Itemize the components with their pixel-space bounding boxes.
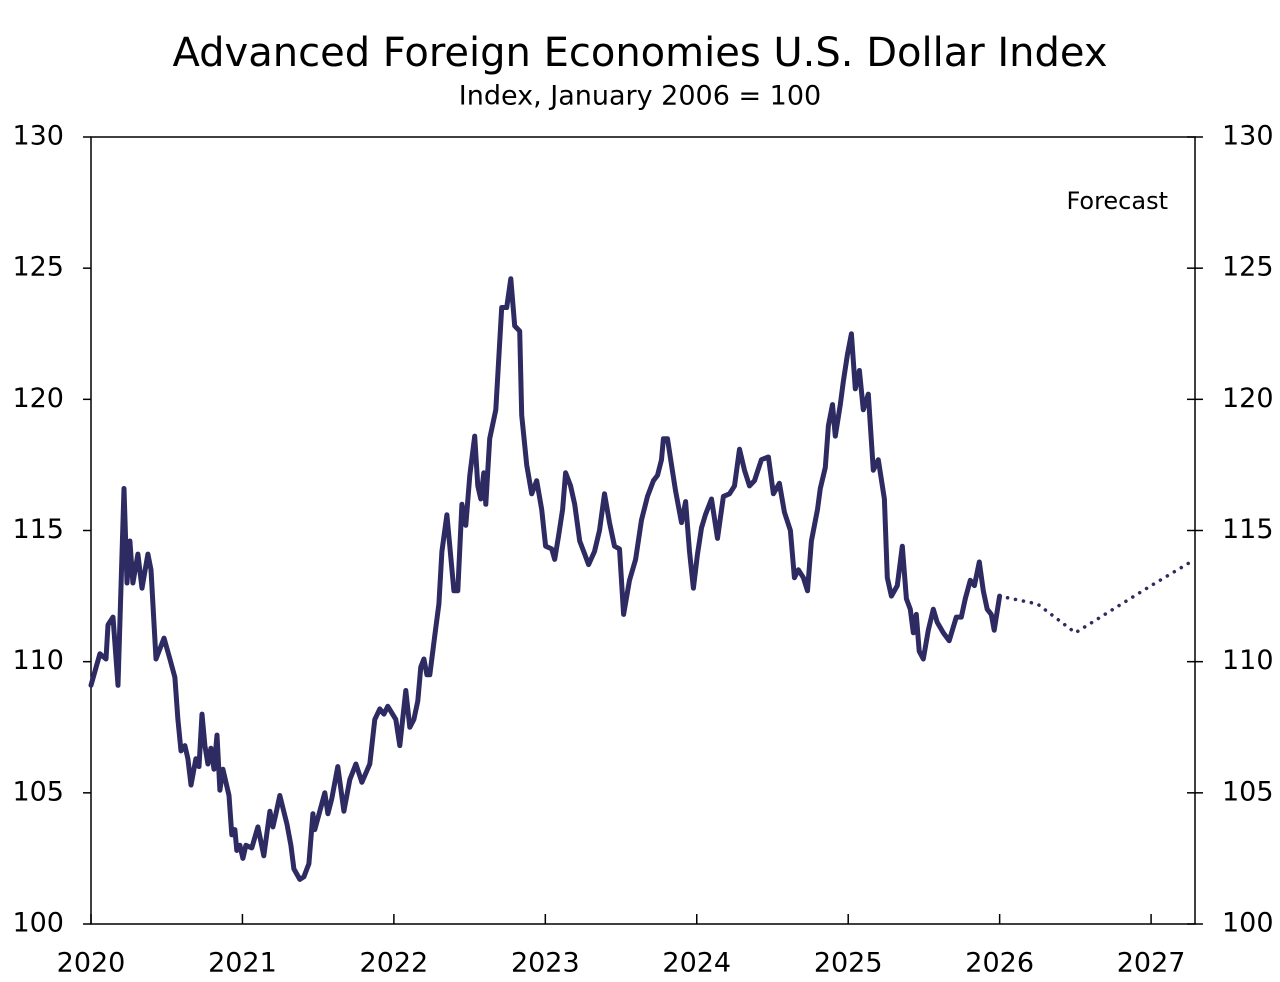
annotation: Forecast (1066, 187, 1168, 215)
y2-tick-label: 105 (1222, 776, 1274, 807)
x-tick-label: 2022 (360, 948, 429, 979)
x-tick-label: 2026 (965, 948, 1034, 979)
y-tick-label: 120 (12, 383, 64, 414)
x-tick-label: 2024 (662, 948, 731, 979)
y2-tick-label: 100 (1222, 908, 1274, 939)
chart-subtitle: Index, January 2006 = 100 (459, 81, 821, 112)
forecast-line (997, 557, 1197, 635)
data-line (88, 276, 1003, 882)
y-tick-label: 130 (12, 121, 64, 152)
y-tick-label: 125 (12, 252, 64, 283)
y2-tick-label: 115 (1222, 514, 1274, 545)
y-tick-label: 100 (12, 908, 64, 939)
x-tick-label: 2025 (814, 948, 883, 979)
y2-tick-label: 130 (1222, 121, 1274, 152)
y-tick-label: 110 (12, 645, 64, 676)
y2-tick-label: 125 (1222, 252, 1274, 283)
x-tick-label: 2020 (57, 948, 126, 979)
y-tick-label: 115 (12, 514, 64, 545)
y2-tick-label: 120 (1222, 383, 1274, 414)
plot-frame (90, 136, 1196, 925)
chart-title: Advanced Foreign Economies U.S. Dollar I… (173, 30, 1108, 76)
x-tick-label: 2021 (208, 948, 277, 979)
y2-tick-label: 110 (1222, 645, 1274, 676)
x-tick-label: 2027 (1117, 948, 1186, 979)
y-tick-label: 105 (12, 776, 64, 807)
x-tick-label: 2023 (511, 948, 580, 979)
